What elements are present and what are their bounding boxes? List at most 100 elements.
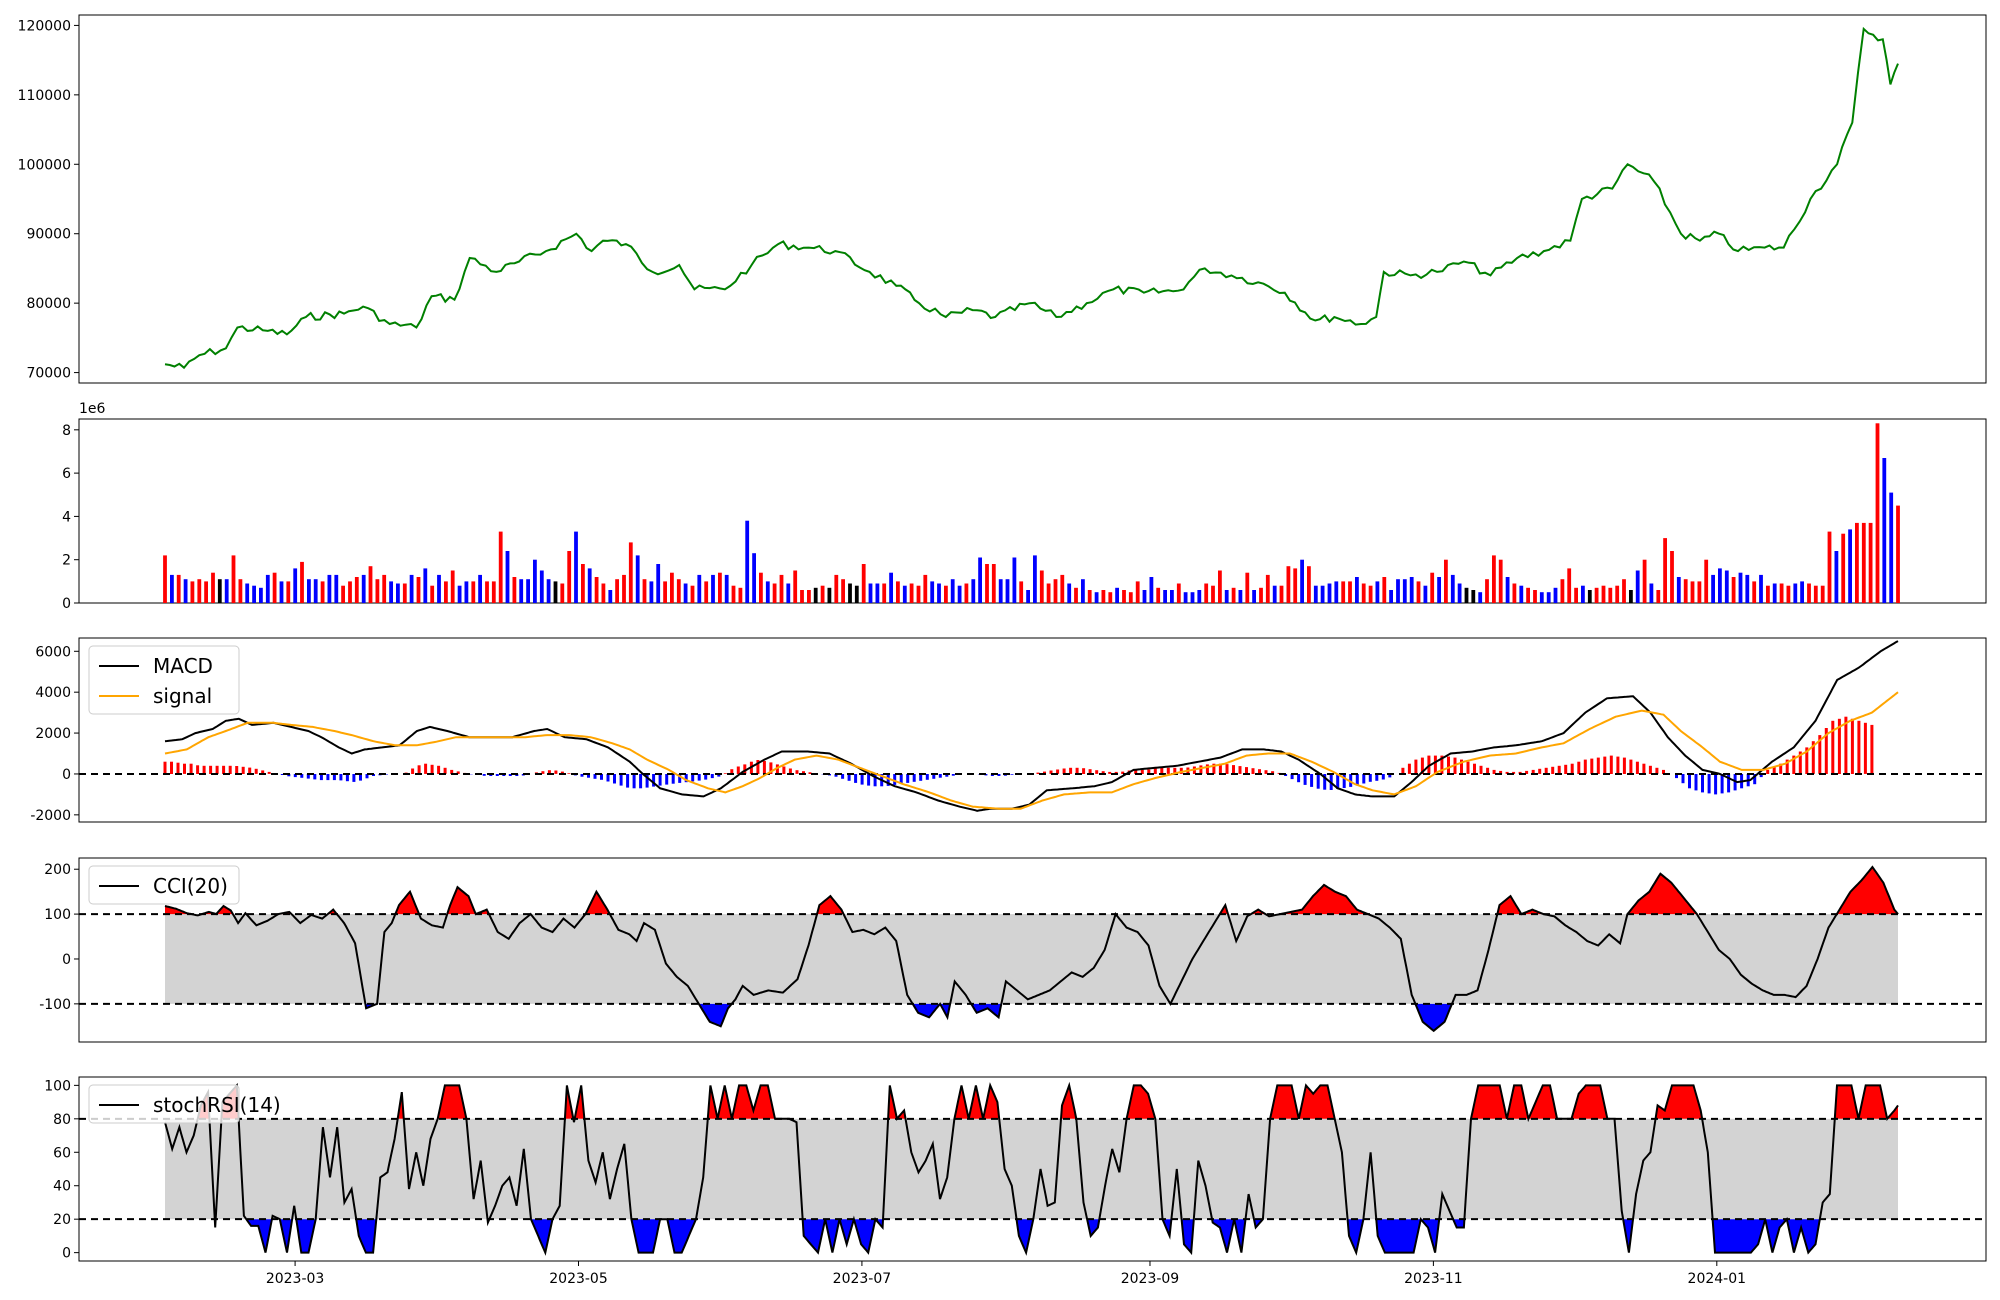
volume-bar bbox=[300, 561, 304, 603]
macd-histogram-bar bbox=[932, 774, 936, 779]
macd-histogram-bar bbox=[1590, 758, 1594, 774]
macd-histogram-bar bbox=[1303, 774, 1307, 785]
volume-bar bbox=[1005, 579, 1010, 603]
macd-histogram-bar bbox=[1264, 770, 1268, 774]
macd-histogram-bar bbox=[189, 763, 193, 774]
volume-bar bbox=[1594, 587, 1599, 603]
volume-bar bbox=[1868, 522, 1873, 603]
macd-histogram-bar bbox=[1811, 741, 1815, 774]
macd-histogram-bar bbox=[1297, 774, 1301, 783]
volume-bar bbox=[1498, 559, 1503, 603]
volume-bar bbox=[765, 581, 770, 603]
macd-histogram-bar bbox=[893, 774, 897, 785]
stochrsi-oversold-fill bbox=[825, 1219, 840, 1253]
macd-histogram-bar bbox=[1648, 765, 1652, 774]
macd-histogram-bar bbox=[710, 774, 714, 779]
volume-bar bbox=[670, 572, 674, 603]
stochrsi-oversold-fill bbox=[1016, 1219, 1034, 1253]
volume-bar bbox=[1122, 590, 1126, 603]
macd-histogram-bar bbox=[430, 764, 434, 774]
volume-bar bbox=[1820, 585, 1825, 603]
stochrsi-oversold-fill bbox=[1712, 1219, 1766, 1253]
volume-ytick-label: 0 bbox=[62, 596, 71, 612]
macd-histogram-bar bbox=[600, 774, 603, 780]
macd-histogram-bar bbox=[176, 762, 180, 774]
macd-histogram-bar bbox=[665, 774, 669, 785]
macd-histogram-bar bbox=[1635, 761, 1639, 774]
macd-histogram-bar bbox=[606, 774, 610, 782]
date-tick-label: 2023-05 bbox=[549, 1271, 608, 1287]
price-ytick-label: 110000 bbox=[18, 88, 71, 104]
volume-bar bbox=[985, 564, 989, 603]
volume-bar bbox=[560, 583, 565, 603]
stochrsi-overbought-fill bbox=[1298, 1085, 1335, 1119]
macd-histogram-bar bbox=[1779, 763, 1783, 774]
volume-bar bbox=[581, 564, 585, 603]
macd-histogram-bar bbox=[1232, 765, 1235, 774]
macd-histogram-bar bbox=[228, 765, 232, 774]
macd-histogram-bar bbox=[580, 774, 584, 777]
volume-bar bbox=[512, 577, 517, 603]
volume-bar bbox=[519, 579, 524, 603]
macd-frame bbox=[78, 637, 1987, 823]
volume-bar bbox=[211, 572, 215, 603]
volume-bar bbox=[635, 555, 640, 603]
macd-histogram-bar bbox=[1499, 770, 1503, 774]
volume-bar bbox=[1067, 583, 1072, 603]
volume-bar bbox=[1649, 583, 1654, 603]
volume-bar bbox=[944, 585, 948, 603]
macd-histogram-bar bbox=[1166, 767, 1170, 774]
volume-bar bbox=[1690, 581, 1695, 603]
macd-histogram-bar bbox=[1727, 774, 1731, 793]
macd-histogram-bar bbox=[1720, 774, 1724, 794]
volume-bar bbox=[533, 559, 537, 603]
macd-histogram-bar bbox=[1473, 763, 1476, 774]
stochrsi-overbought-fill bbox=[1887, 1105, 1898, 1119]
volume-bar bbox=[807, 590, 811, 603]
macd-histogram-bar bbox=[938, 774, 942, 778]
stochrsi-oversold-fill bbox=[531, 1219, 553, 1253]
macd-histogram-bar bbox=[1857, 720, 1861, 774]
volume-bar bbox=[800, 590, 804, 603]
volume-bar bbox=[259, 587, 263, 603]
macd-histogram-bar bbox=[1258, 769, 1261, 774]
macd-histogram-bar bbox=[293, 774, 297, 778]
macd-histogram-bar bbox=[867, 774, 871, 786]
volume-bar bbox=[1766, 585, 1770, 603]
stochrsi-oversold-fill bbox=[296, 1219, 316, 1253]
volume-bar bbox=[1471, 590, 1476, 603]
volume-bar bbox=[827, 587, 832, 603]
volume-bar bbox=[423, 568, 428, 603]
macd-histogram-bar bbox=[1798, 751, 1802, 774]
stochrsi-frame bbox=[78, 1076, 1987, 1262]
macd-histogram-bar bbox=[254, 768, 258, 774]
stochrsi-ytick-label: 80 bbox=[53, 1112, 71, 1128]
volume-bar bbox=[409, 574, 414, 603]
volume-bar bbox=[1355, 577, 1359, 603]
macd-histogram-bar bbox=[1766, 769, 1770, 774]
macd-histogram-bar bbox=[788, 768, 792, 774]
macd-histogram-bar bbox=[639, 774, 643, 789]
volume-bar bbox=[1197, 590, 1202, 603]
volume-bar bbox=[1272, 585, 1277, 603]
volume-bar bbox=[1861, 522, 1866, 603]
macd-histogram-bar bbox=[1492, 769, 1496, 774]
macd-histogram-bar bbox=[1486, 767, 1490, 774]
volume-bar bbox=[1081, 579, 1085, 603]
macd-histogram-bar bbox=[1010, 774, 1014, 775]
macd-histogram-bar bbox=[1082, 768, 1086, 774]
volume-bar bbox=[190, 581, 195, 603]
volume-bar bbox=[327, 574, 332, 603]
macd-histogram-bar bbox=[613, 774, 616, 784]
macd-histogram-bar bbox=[626, 774, 630, 788]
macd-histogram-bar bbox=[1433, 755, 1437, 774]
macd-histogram-bar bbox=[1388, 774, 1392, 778]
macd-histogram-bar bbox=[632, 774, 636, 789]
price-ytick-label: 80000 bbox=[26, 296, 71, 312]
volume-bar bbox=[1704, 559, 1709, 603]
volume-bar bbox=[909, 583, 914, 603]
macd-histogram-bar bbox=[1043, 771, 1046, 774]
volume-bar bbox=[683, 583, 688, 603]
macd-histogram-bar bbox=[645, 774, 649, 788]
volume-bar bbox=[1224, 590, 1229, 603]
